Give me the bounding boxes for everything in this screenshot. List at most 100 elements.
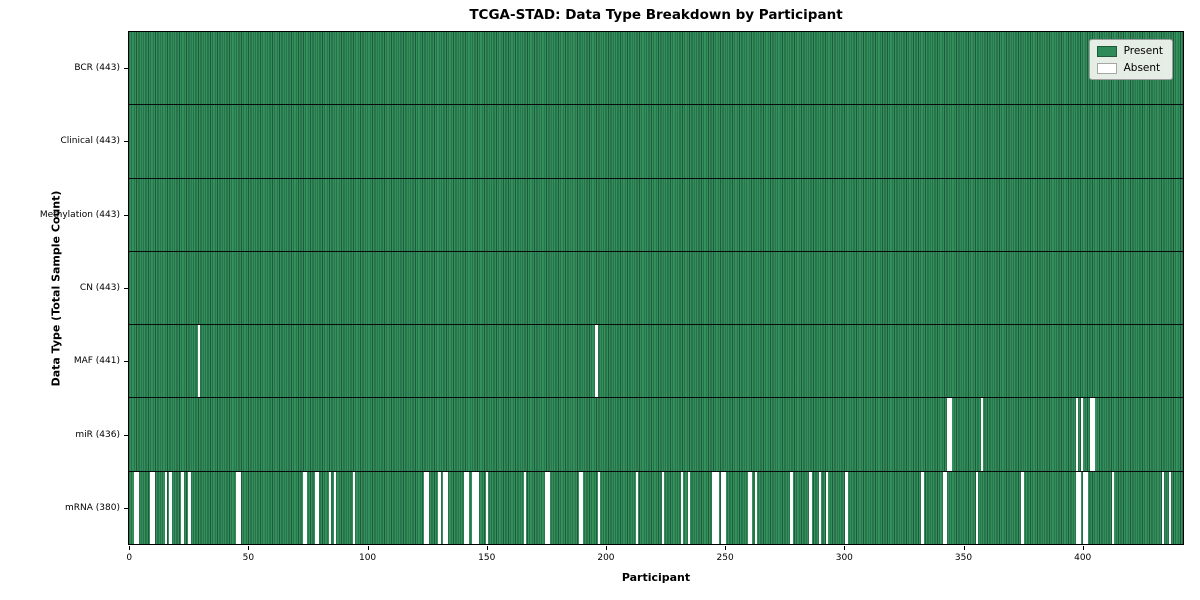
x-axis-label: Participant [621,571,691,584]
absent-cell [688,471,691,544]
absent-cell [445,471,448,544]
absent-cell [749,471,753,544]
x-tick-mark [963,546,965,550]
absent-cell [921,471,924,544]
heatmap-row-mir [129,397,1183,471]
x-tick-mark [725,546,727,550]
absent-cell [473,471,477,544]
x-tick-label: 150 [478,553,496,563]
absent-cell [595,325,598,398]
absent-cell [723,471,727,544]
absent-cell [523,471,527,544]
absent-cell [1090,398,1093,471]
absent-cell [578,471,582,544]
y-tick-mark [124,288,128,289]
absent-cell [721,471,724,544]
y-tick-label: BCR (443) [74,62,120,73]
absent-cell [302,471,306,544]
absent-cell [547,471,551,544]
y-tick-mark [124,67,128,69]
absent-cell [181,471,184,544]
y-tick-label: mRNA (380) [65,503,120,514]
absent-cell [316,471,320,544]
x-tick-label: 250 [716,553,734,563]
absent-cell [424,471,427,544]
absent-cell [1080,398,1084,471]
absent-cell [1083,471,1086,544]
x-tick-mark [1082,546,1084,550]
legend-entry: Absent [1096,62,1163,74]
y-tick-label: CN (443) [79,283,120,293]
absent-cell [238,471,241,544]
x-tick-mark [367,546,369,550]
absent-cell [466,471,470,544]
absent-cell [790,471,793,544]
y-tick-label: Methylation (443) [39,209,120,220]
absent-cell [597,471,601,544]
y-tick-mark [124,434,128,436]
absent-cell [947,398,950,471]
x-tick-mark [248,546,250,550]
absent-cell [945,471,948,544]
absent-cell [976,471,979,544]
absent-cell [328,471,332,544]
absent-cell [581,471,584,544]
absent-cell [236,471,239,544]
absent-cell [545,471,548,544]
absent-cell [164,471,168,544]
absent-cell [133,471,137,544]
absent-cell [747,471,750,544]
absent-cell [1075,398,1079,471]
absent-cell [949,398,953,471]
absent-cell [680,471,684,544]
absent-cell [818,471,822,544]
x-tick-label: 350 [954,553,973,563]
absent-cell [426,471,429,544]
absent-cell [443,471,446,544]
legend-swatch-icon [1096,45,1117,57]
absent-cell [1161,471,1164,544]
absent-cell [1078,471,1081,544]
y-tick-mark [124,214,128,216]
legend-label: Absent [1123,62,1161,74]
absent-cell [826,471,829,544]
absent-cell [1021,471,1024,544]
y-tick-label: miR (436) [75,429,120,440]
y-tick-label: MAF (441) [73,356,120,367]
x-tick-label: 300 [835,553,853,563]
heatmap-row-mrna [129,470,1183,544]
heatmap-row-clinical [129,104,1183,178]
absent-cell [476,471,479,544]
absent-cell [714,471,717,544]
legend-entry: Present [1096,45,1163,57]
x-tick-label: 100 [358,553,377,563]
y-tick-mark [124,508,128,510]
heatmap-row-bcr [129,32,1183,105]
absent-cell [661,471,665,544]
y-tick-label: Clinical (443) [60,136,120,147]
absent-cell [152,471,156,544]
absent-cell [716,471,720,544]
absent-cell [464,471,467,544]
absent-cell [333,471,336,544]
absent-cell [1111,471,1114,544]
x-tick-mark [844,546,846,550]
absent-cell [197,325,201,398]
absent-cell [471,471,474,544]
absent-cell [169,471,172,544]
absent-cell [150,471,153,544]
y-tick-mark [124,141,128,143]
absent-cell [136,471,139,544]
absent-cell [942,471,946,544]
absent-cell [1168,471,1172,544]
legend: Present Absent [1088,39,1173,80]
absent-cell [711,471,715,544]
heatmap-row-maf [129,324,1183,398]
legend-swatch-icon [1096,62,1117,74]
absent-cell [352,471,356,544]
absent-cell [1085,471,1088,544]
x-tick-mark [129,546,131,550]
y-tick-mark [124,361,128,363]
absent-cell [635,471,639,544]
